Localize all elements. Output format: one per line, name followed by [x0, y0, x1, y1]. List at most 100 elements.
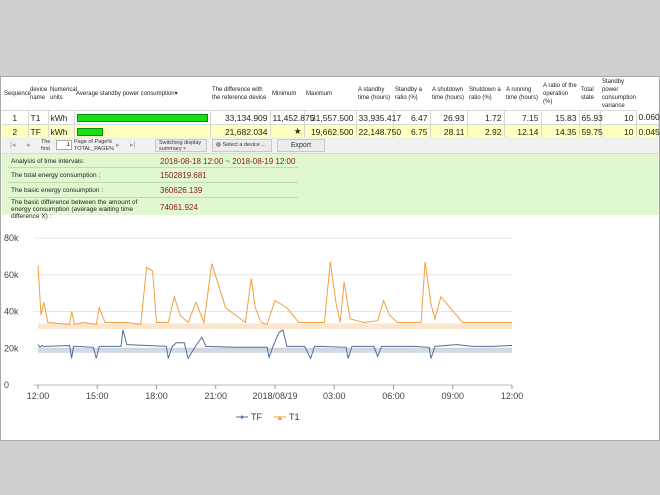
select-device-dropdown[interactable]: Select a device ...	[212, 139, 272, 152]
y-tick-label: 20k	[4, 343, 19, 353]
bar-track	[76, 127, 208, 136]
avg-bar	[76, 113, 208, 122]
cell-diff: ★	[270, 124, 305, 139]
chevron-down-icon: ▾	[183, 146, 186, 152]
col-header-shutdown-ratio[interactable]: Shutdown a ratio (%)	[467, 78, 504, 111]
switch-display-selected: summary	[159, 146, 182, 152]
col-header-avg[interactable]: Average standby power consumption▾	[74, 78, 210, 111]
pager-toolbar: |◂ ◂ The first Page of Page% TOTAL_PAGE%…	[2, 137, 659, 154]
legend-marker-T1: ▲	[276, 413, 284, 422]
col-header-avg-label: Average standby power consumption	[76, 91, 175, 97]
cell-seq: 1	[2, 110, 29, 125]
summary-panel: Analysis of time intervals: 2018-08-18 1…	[2, 154, 659, 220]
pager-page-of: Page of Page%	[74, 139, 113, 145]
col-header-standby-time[interactable]: A standby time (hours)	[356, 78, 393, 111]
cell-op-ratio: 65.93	[579, 110, 603, 125]
summary-row: The total energy consumption : 1502819.6…	[8, 169, 298, 183]
x-tick-label: 06:00	[382, 391, 405, 401]
energy-line-chart: 0 20k 40k 60k 80k 12:00 15:00 18:00 21:00 2018/08…	[4, 233, 524, 422]
select-device-label: Select a device ...	[222, 142, 266, 148]
y-tick-label: 80k	[4, 233, 19, 243]
cell-unit: kWh	[48, 110, 75, 125]
switch-display-dropdown[interactable]: Switching display summary ▾	[155, 139, 207, 152]
first-page-icon[interactable]: |◂	[10, 142, 16, 149]
col-header-running-time[interactable]: A running time (hours)	[504, 78, 541, 111]
col-header-units[interactable]: Numerical units	[48, 78, 77, 111]
cell-shutdown-ratio: 7.15	[504, 110, 542, 125]
prev-page-icon[interactable]: ◂	[26, 142, 30, 149]
col-header-diff[interactable]: The difference with the reference device	[210, 78, 270, 111]
series-line-TF	[37, 329, 513, 360]
device-table: Sequence device name Numerical units Ave…	[2, 78, 660, 139]
x-tick-label: 12:00	[501, 391, 524, 401]
col-header-device[interactable]: device name	[28, 78, 48, 111]
y-tick-label: 60k	[4, 270, 19, 280]
cell-diff: 11,452.875	[270, 110, 314, 125]
col-header-min[interactable]: Minimum	[270, 78, 304, 111]
summary-label: The basic difference between the amount …	[11, 199, 138, 220]
device-dot-icon	[216, 142, 221, 148]
cell-standby-ratio: 26.93	[430, 110, 468, 125]
cell-avg: 21,682.034	[210, 124, 271, 139]
y-tick-label: 40k	[4, 307, 19, 317]
summary-label: The basic energy consumption :	[11, 187, 104, 194]
pager-total-page: TOTAL_PAGE%	[74, 146, 115, 152]
series-line-T1	[37, 261, 512, 326]
col-header-sequence[interactable]: Sequence	[2, 78, 31, 111]
cell-avg: 33,134.909	[210, 110, 271, 125]
pager-the-label: The	[41, 139, 51, 145]
switch-display-value: summary ▾	[159, 146, 203, 152]
x-tick-label: 2018/08/19	[252, 391, 297, 401]
last-page-icon[interactable]: ▸|	[130, 142, 136, 149]
bar-track	[76, 113, 208, 122]
x-tick-label: 15:00	[86, 391, 109, 401]
cell-min: 31,557.500	[304, 110, 357, 125]
col-header-variance[interactable]: Standby power consumption variance	[600, 78, 637, 111]
summary-label: Analysis of time intervals:	[11, 158, 85, 165]
cell-running-time: 14.35	[541, 124, 580, 139]
cell-seq: 2	[2, 124, 29, 139]
summary-value: 2018-08-18 12:00 ~ 2018-08-19 12:00	[160, 157, 296, 166]
x-tick-label: 21:00	[204, 391, 227, 401]
cell-device: T1	[28, 110, 49, 125]
next-page-icon[interactable]: ▸	[116, 142, 120, 149]
cell-max: 33,935.417	[356, 110, 401, 125]
series-band-TF	[38, 348, 512, 353]
cell-shutdown-time: 1.72	[467, 110, 505, 125]
avg-bar	[76, 127, 103, 136]
cell-device: TF	[28, 124, 49, 139]
col-header-total-state[interactable]: Total state	[579, 78, 600, 111]
y-tick-label: 0	[4, 380, 9, 390]
sort-indicator-icon: ▾	[174, 91, 178, 97]
col-header-shutdown-time[interactable]: A shutdown time (hours)	[430, 78, 467, 111]
legend-label-T1: T1	[289, 412, 300, 422]
table-row[interactable]: 1 T1 kWh 33,134.909 11,452.875 31,557.50…	[2, 110, 660, 125]
table-header-row: Sequence device name Numerical units Ave…	[2, 78, 659, 111]
summary-row: Analysis of time intervals: 2018-08-18 1…	[8, 156, 298, 168]
x-tick-label: 03:00	[323, 391, 346, 401]
cell-variance: 0.060	[636, 110, 660, 125]
summary-value: 74061.924	[160, 203, 198, 212]
cell-avg-bar	[74, 110, 211, 125]
col-header-standby-ratio[interactable]: Standby a ratio (%)	[393, 78, 430, 111]
x-tick-label: 18:00	[145, 391, 168, 401]
export-button[interactable]: Export	[277, 139, 325, 152]
series-band-T1	[38, 323, 512, 329]
cell-total-state: 10	[600, 110, 637, 125]
x-tick-label: 09:00	[441, 391, 464, 401]
col-header-op-ratio[interactable]: A ratio of the operation (%)	[541, 78, 579, 111]
switch-display-label: Switching display	[159, 140, 202, 146]
cell-running-time: 15.83	[541, 110, 580, 125]
cell-standby-time: 6.47	[393, 110, 431, 125]
cell-avg-bar	[74, 124, 211, 139]
col-header-max[interactable]: Maximum	[304, 78, 356, 111]
legend-label-TF: TF	[251, 412, 262, 422]
pager-first-label: first	[41, 146, 50, 152]
cell-op-ratio: 59.75	[579, 124, 603, 139]
summary-row: The basic difference between the amount …	[8, 199, 298, 220]
page-number-input[interactable]	[56, 140, 72, 150]
summary-value: 1502819.681	[160, 171, 207, 180]
legend-marker-TF: ✦	[239, 413, 246, 422]
table-row[interactable]: 2 TF kWh 21,682.034 ★ 19,662.500 22,148.…	[2, 124, 660, 139]
cell-standby-ratio: 28.11	[430, 124, 468, 139]
